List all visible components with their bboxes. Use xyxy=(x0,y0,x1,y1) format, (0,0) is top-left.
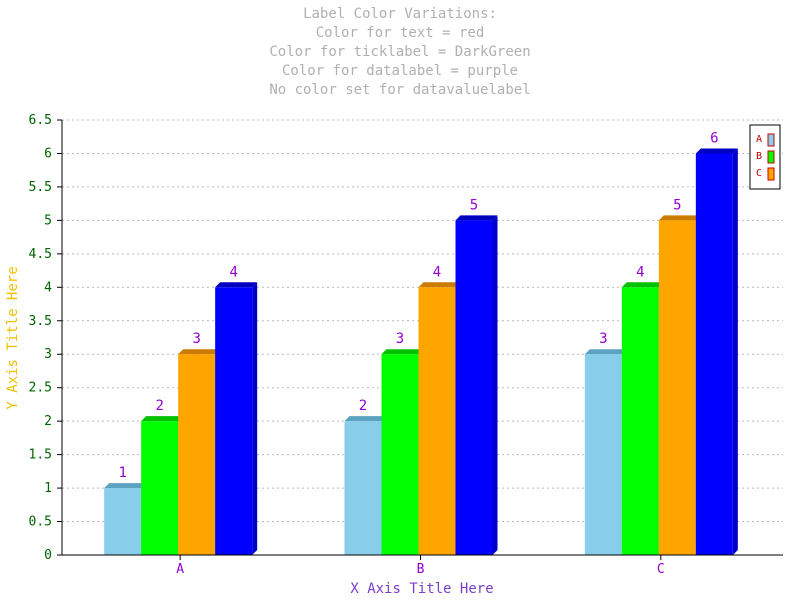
y-tick-label: 4 xyxy=(44,280,52,295)
legend-swatch xyxy=(767,133,775,147)
data-label: 6 xyxy=(710,130,718,146)
title-line-5: No color set for datavaluelabel xyxy=(269,82,531,98)
bar-top xyxy=(141,416,184,422)
y-tick-label: 5.5 xyxy=(29,180,52,195)
title-line-4: Color for datalabel = purple xyxy=(281,63,518,79)
y-tick-label: 6 xyxy=(44,146,52,161)
bar-top xyxy=(658,215,701,221)
y-tick-label: 5 xyxy=(44,213,52,228)
y-tick-label: 0 xyxy=(44,548,52,563)
bar-top xyxy=(418,282,461,288)
x-axis-title: X Axis Title Here xyxy=(350,581,493,597)
legend-label: A xyxy=(756,134,762,145)
y-tick-label: 3 xyxy=(44,347,52,362)
bar-top xyxy=(695,148,738,154)
bar-top xyxy=(621,282,664,288)
legend-swatch xyxy=(767,150,775,164)
bar xyxy=(584,354,622,555)
x-tick-label: A xyxy=(176,562,184,577)
y-tick-label: 2.5 xyxy=(29,381,52,396)
bar xyxy=(658,220,696,555)
data-label: 3 xyxy=(192,331,200,347)
bar xyxy=(455,220,493,555)
data-label: 5 xyxy=(673,197,681,213)
legend-label: C xyxy=(756,168,762,179)
bar-top xyxy=(104,483,147,489)
bar xyxy=(695,153,733,555)
x-tick-labels: A B C xyxy=(176,562,664,577)
y-tick-label: 4.5 xyxy=(29,247,52,262)
data-label: 4 xyxy=(433,264,441,280)
data-label: 4 xyxy=(636,264,644,280)
bar-side xyxy=(732,148,738,555)
bar-top xyxy=(344,416,387,422)
bar xyxy=(104,488,142,555)
data-label: 2 xyxy=(155,398,163,414)
y-tick-label: 3.5 xyxy=(29,314,52,329)
bar xyxy=(381,354,419,555)
data-label: 2 xyxy=(359,398,367,414)
bar-top xyxy=(381,349,424,355)
legend-label: B xyxy=(756,151,762,162)
data-labels: 1 2 3 4 2 3 4 5 3 4 5 6 xyxy=(118,130,718,481)
y-tick-label: 1 xyxy=(44,481,52,496)
x-tick-label: C xyxy=(657,562,665,577)
data-label: 4 xyxy=(229,264,237,280)
y-tick-label: 2 xyxy=(44,414,52,429)
bar-top xyxy=(584,349,627,355)
y-tick-label: 1.5 xyxy=(29,448,52,463)
legend: ABC xyxy=(749,124,781,190)
bar xyxy=(141,421,179,555)
data-label: 3 xyxy=(396,331,404,347)
y-tick-labels: 0 0.5 1 1.5 2 2.5 3 3.5 4 4.5 5 5.5 6 6.5 xyxy=(29,113,53,563)
data-label: 1 xyxy=(118,465,126,481)
title-line-1: Label Color Variations: xyxy=(303,6,497,22)
bar-side xyxy=(252,282,258,555)
bar-top xyxy=(455,215,498,221)
bar xyxy=(215,287,253,555)
y-tick-label: 6.5 xyxy=(29,113,52,128)
bar-side xyxy=(492,215,498,555)
title-line-2: Color for text = red xyxy=(315,25,485,41)
bar-top xyxy=(178,349,221,355)
x-tick-label: B xyxy=(417,562,425,577)
bar xyxy=(344,421,382,555)
legend-swatch xyxy=(767,167,775,181)
bars-group xyxy=(104,148,738,555)
bar xyxy=(178,354,216,555)
data-label: 5 xyxy=(470,197,478,213)
legend-box xyxy=(749,124,781,190)
bar xyxy=(621,287,659,555)
data-label: 3 xyxy=(599,331,607,347)
title-line-3: Color for ticklabel = DarkGreen xyxy=(269,44,531,60)
axes xyxy=(57,119,783,560)
y-axis-title: Y Axis Title Here xyxy=(5,266,21,409)
y-tick-label: 0.5 xyxy=(29,515,52,530)
bar xyxy=(418,287,456,555)
bar-top xyxy=(215,282,258,288)
